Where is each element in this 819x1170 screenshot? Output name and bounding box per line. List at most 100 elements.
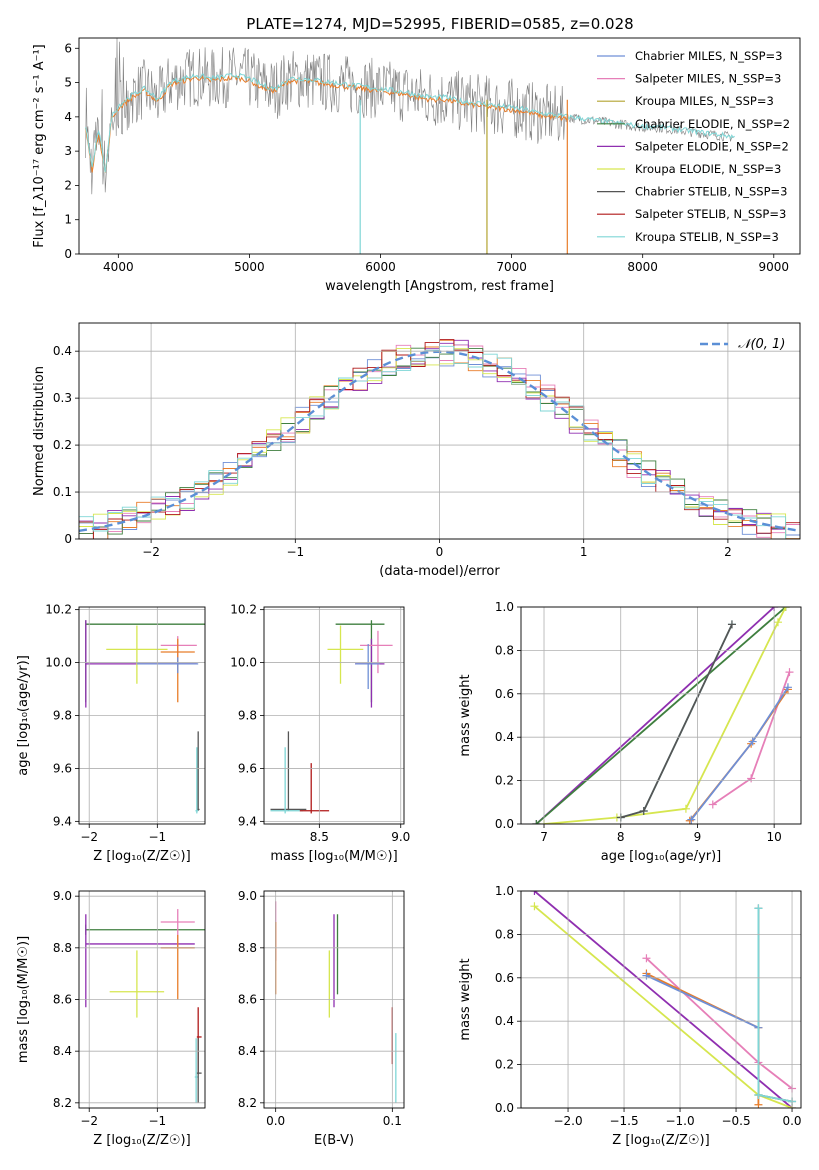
x-axis-label: mass [log₁₀(M/M☉)] bbox=[270, 849, 397, 864]
x-tick-label: −1 bbox=[148, 830, 166, 844]
plot-area-z_age bbox=[85, 620, 205, 814]
y-tick-label: 9.8 bbox=[53, 709, 72, 723]
y-tick-label: 9.0 bbox=[238, 889, 257, 903]
axes-frame bbox=[263, 606, 405, 825]
series-line bbox=[535, 607, 787, 824]
y-tick-label: 9.6 bbox=[53, 761, 72, 775]
y-tick-label: 8.2 bbox=[53, 1096, 72, 1110]
y-tick-label: 9.6 bbox=[238, 761, 257, 775]
axes-frame bbox=[78, 322, 801, 540]
plus-marker bbox=[754, 1100, 763, 1108]
x-axis-label: Z [log₁₀(Z/Z☉)] bbox=[93, 849, 190, 864]
plus-marker bbox=[748, 737, 757, 746]
x-tick-label: 8 bbox=[617, 830, 625, 844]
plus-marker bbox=[773, 618, 782, 627]
x-tick-label: 0 bbox=[436, 545, 444, 559]
y-tick-label: 1.0 bbox=[495, 884, 514, 898]
legend-label: Chabrier ELODIE, N_SSP=2 bbox=[635, 117, 790, 131]
y-tick-label: 8.6 bbox=[53, 993, 72, 1007]
errorbar-point bbox=[194, 1038, 198, 1103]
x-axis-label: (data-model)/error bbox=[379, 564, 500, 579]
series-line bbox=[535, 607, 775, 824]
y-tick-label: 0.8 bbox=[495, 927, 514, 941]
y-axis-label: Flux [f_λ10⁻¹⁷ erg cm⁻² s⁻¹ A⁻¹] bbox=[32, 44, 47, 248]
legend-label: Chabrier STELIB, N_SSP=3 bbox=[635, 185, 787, 199]
legend-label: Kroupa STELIB, N_SSP=3 bbox=[635, 230, 779, 244]
y-tick-label: 10.2 bbox=[230, 603, 257, 617]
plus-marker bbox=[754, 904, 763, 913]
y-tick-label: 8.4 bbox=[238, 1044, 257, 1058]
x-axis-label: Z [log₁₀(Z/Z☉)] bbox=[93, 1133, 190, 1148]
errorbar-point bbox=[196, 1038, 202, 1103]
legend-label: 𝒩(0, 1) bbox=[738, 337, 785, 352]
y-tick-label: 4 bbox=[64, 110, 72, 124]
errorbar-point bbox=[195, 747, 199, 814]
plus-marker bbox=[687, 815, 696, 824]
plus-marker bbox=[681, 804, 690, 813]
axes-frame bbox=[520, 890, 802, 1109]
x-axis-label: wavelength [Angstrom, rest frame] bbox=[325, 279, 554, 294]
y-tick-label: 0.6 bbox=[495, 971, 514, 985]
plus-marker bbox=[685, 816, 694, 824]
x-tick-label: 0.0 bbox=[266, 1114, 285, 1128]
axes-frame bbox=[78, 890, 206, 1109]
plot-area-z_weight bbox=[530, 891, 797, 1108]
plus-marker bbox=[530, 902, 539, 911]
y-tick-label: 0.4 bbox=[53, 344, 72, 358]
x-tick-label: 9 bbox=[694, 830, 702, 844]
errorbar-point bbox=[136, 657, 199, 674]
weight-series bbox=[687, 683, 792, 824]
axes-frame bbox=[263, 890, 405, 1109]
legend-label: Chabrier MILES, N_SSP=3 bbox=[635, 49, 782, 63]
axes-frame bbox=[78, 606, 206, 825]
y-tick-label: 5 bbox=[64, 76, 72, 90]
x-tick-label: −2 bbox=[80, 830, 98, 844]
x-axis-label: E(B-V) bbox=[314, 1133, 354, 1148]
y-tick-label: 0.4 bbox=[495, 1014, 514, 1028]
y-tick-label: 0 bbox=[64, 247, 72, 261]
plus-marker bbox=[639, 806, 648, 815]
plus-marker bbox=[642, 971, 651, 980]
errorbar-point bbox=[270, 731, 307, 811]
plus-marker bbox=[530, 891, 539, 895]
plus-marker bbox=[754, 1090, 763, 1099]
y-tick-label: 6 bbox=[64, 41, 72, 55]
x-tick-label: −1.0 bbox=[665, 1114, 694, 1128]
y-tick-label: 2 bbox=[64, 178, 72, 192]
x-tick-label: −2.0 bbox=[553, 1114, 582, 1128]
x-tick-label: −1 bbox=[286, 545, 304, 559]
y-tick-label: 9.4 bbox=[238, 814, 257, 828]
y-tick-label: 8.6 bbox=[238, 993, 257, 1007]
panel-z_mass: −2 −1 8.2 8.4 8.6 8.8 9.0 Z [log₁₀(Z/Z☉)] mass [… bbox=[16, 889, 206, 1148]
y-axis-label: age [log₁₀(age/yr)] bbox=[16, 655, 31, 776]
y-tick-label: 1.0 bbox=[495, 600, 514, 614]
panel-z_age: −2 −1 9.4 9.6 9.8 10.0 10.2 Z [log₁₀(Z/Z☉)] age … bbox=[16, 603, 206, 864]
y-tick-label: 8.8 bbox=[53, 941, 72, 955]
legend-label: Kroupa ELODIE, N_SSP=3 bbox=[635, 162, 781, 176]
errorbar-point bbox=[270, 747, 304, 814]
x-tick-label: 9.0 bbox=[391, 830, 410, 844]
legend-label: Kroupa MILES, N_SSP=3 bbox=[635, 94, 774, 108]
y-tick-label: 10.0 bbox=[230, 656, 257, 670]
x-tick-label: −2 bbox=[142, 545, 160, 559]
x-tick-label: −2 bbox=[80, 1114, 98, 1128]
legend-label: Salpeter ELODIE, N_SSP=2 bbox=[635, 139, 789, 153]
plus-marker bbox=[785, 668, 794, 677]
y-tick-label: 0.2 bbox=[495, 774, 514, 788]
x-tick-label: 2 bbox=[724, 545, 732, 559]
y-axis-label: Normed distribution bbox=[32, 366, 47, 496]
y-axis-label: mass weight bbox=[458, 958, 473, 1040]
plot-area-spectrum bbox=[85, 38, 735, 254]
y-tick-label: 0.8 bbox=[495, 643, 514, 657]
plus-marker bbox=[747, 774, 756, 783]
axes-frame bbox=[520, 606, 802, 825]
x-tick-label: 0.1 bbox=[383, 1114, 402, 1128]
x-tick-label: 0.0 bbox=[782, 1114, 801, 1128]
plus-marker bbox=[781, 607, 790, 611]
errorbar-point bbox=[327, 625, 364, 684]
legend: Chabrier MILES, N_SSP=3 Salpeter MILES, N… bbox=[597, 49, 790, 244]
errorbar-point bbox=[355, 644, 380, 690]
x-tick-label: 9000 bbox=[759, 260, 790, 274]
x-tick-label: 8.5 bbox=[310, 830, 329, 844]
